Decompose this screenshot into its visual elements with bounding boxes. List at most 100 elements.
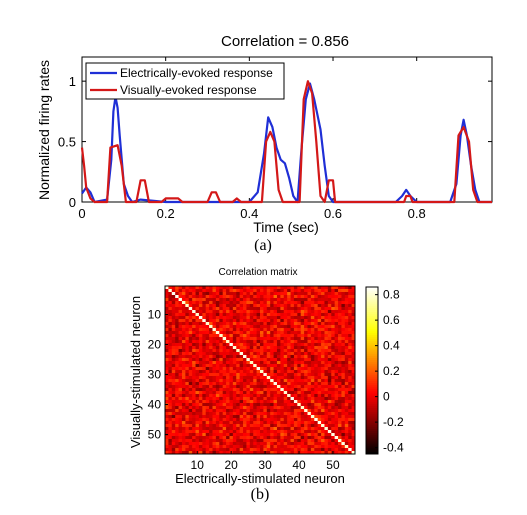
heatmap-cell <box>165 376 169 380</box>
heatmap-cell <box>344 313 349 317</box>
heatmap-cell <box>266 388 271 392</box>
heatmap-cell <box>253 409 257 413</box>
heatmap-cell <box>236 391 241 395</box>
heatmap-cell <box>348 334 352 338</box>
heatmap-cell <box>192 322 196 326</box>
heatmap-cell <box>304 412 308 416</box>
heatmap-cell <box>327 316 332 320</box>
heatmap-cell <box>287 397 291 401</box>
heatmap-cell <box>273 298 278 302</box>
heatmap-cell <box>280 445 285 449</box>
colorbar-segment <box>366 343 378 346</box>
heatmap-cell <box>324 448 329 452</box>
heatmap-cell <box>185 322 190 326</box>
heatmap-cell <box>293 373 298 377</box>
heatmap-cell <box>310 421 315 425</box>
heatmap-cell <box>334 400 339 404</box>
heatmap-cell <box>198 307 203 311</box>
heatmap-cell <box>175 412 179 416</box>
heatmap-cell <box>273 367 278 371</box>
heatmap-cell <box>198 436 203 440</box>
heatmap-cell <box>351 295 356 299</box>
heatmap-cell <box>168 367 173 371</box>
heatmap-cell <box>212 355 217 359</box>
heatmap-cell <box>263 418 268 422</box>
heatmap-cell <box>253 337 257 341</box>
heatmap-cell <box>229 313 234 317</box>
heatmap-cell <box>185 406 190 410</box>
colorbar-segment <box>366 376 378 380</box>
heatmap-cell <box>222 397 227 401</box>
heatmap-cell <box>219 340 224 344</box>
heatmap-cell <box>260 298 264 302</box>
heatmap-cell <box>317 358 322 362</box>
heatmap-cell <box>236 298 241 302</box>
heatmap-cell <box>219 295 224 299</box>
heatmap-cell <box>290 292 295 296</box>
colorbar-segment <box>366 437 378 440</box>
heatmap-cell <box>226 394 230 398</box>
heatmap-cell <box>168 337 173 341</box>
heatmap-cell <box>188 358 193 362</box>
heatmap-cell <box>344 337 349 341</box>
heatmap-cell <box>324 298 329 302</box>
heatmap-cell <box>195 394 200 398</box>
heatmap-cell <box>198 313 203 317</box>
heatmap-cell <box>270 445 274 449</box>
heatmap-cell <box>290 301 295 305</box>
heatmap-cell <box>283 307 288 311</box>
heatmap-cell <box>195 295 200 299</box>
heatmap-cell <box>175 442 179 446</box>
heatmap-y-label: Visually-stimulated neuron <box>128 296 143 448</box>
heatmap-cell <box>222 424 227 428</box>
heatmap-cell <box>232 397 237 401</box>
heatmap-cell <box>310 433 315 437</box>
heatmap-cell <box>290 439 295 443</box>
heatmap-cell <box>188 421 193 425</box>
heatmap-cell <box>334 307 339 311</box>
heatmap-cell <box>266 349 271 353</box>
heatmap-cell <box>192 367 196 371</box>
heatmap-cell <box>198 358 203 362</box>
heatmap-cell <box>307 391 312 395</box>
heatmap-cell <box>202 406 207 410</box>
heatmap-cell <box>317 412 322 416</box>
heatmap-cell <box>310 355 315 359</box>
heatmap-cell <box>317 298 322 302</box>
heatmap-cell <box>219 391 224 395</box>
heatmap-cell <box>195 412 200 416</box>
heatmap-cell <box>351 412 356 416</box>
heatmap-cell <box>327 433 332 437</box>
heatmap-cell <box>338 433 342 437</box>
heatmap-cell <box>263 370 268 374</box>
heatmap-cell <box>260 304 264 308</box>
heatmap-cell <box>304 295 308 299</box>
heatmap-cell <box>181 361 186 365</box>
line-chart-x-ticks: 0 0.2 0.4 0.6 0.8 <box>78 57 426 221</box>
heatmap-cell <box>165 319 169 323</box>
heatmap-cell <box>212 322 217 326</box>
heatmap-cell <box>253 433 257 437</box>
heatmap-cell <box>249 325 254 329</box>
heatmap-cell <box>229 370 234 374</box>
heatmap-cell <box>307 385 312 389</box>
heatmap-cell <box>229 442 234 446</box>
heatmap-cell <box>229 427 234 431</box>
heatmap-cell <box>188 379 193 383</box>
heatmap-cell <box>341 421 346 425</box>
heatmap-cell <box>260 295 264 299</box>
heatmap-cell <box>249 424 254 428</box>
heatmap-cell <box>344 304 349 308</box>
heatmap-cell <box>317 316 322 320</box>
heatmap-cell <box>175 358 179 362</box>
heatmap-cell <box>188 307 193 311</box>
heatmap-cell <box>215 340 220 344</box>
heatmap-cell <box>310 439 315 443</box>
heatmap-cell <box>226 340 230 344</box>
heatmap-cell <box>273 364 278 368</box>
heatmap-cell <box>239 379 244 383</box>
heatmap-cell <box>168 415 173 419</box>
heatmap-cell <box>256 436 261 440</box>
heatmap-cell <box>219 421 224 425</box>
heatmap-cell <box>266 289 271 293</box>
